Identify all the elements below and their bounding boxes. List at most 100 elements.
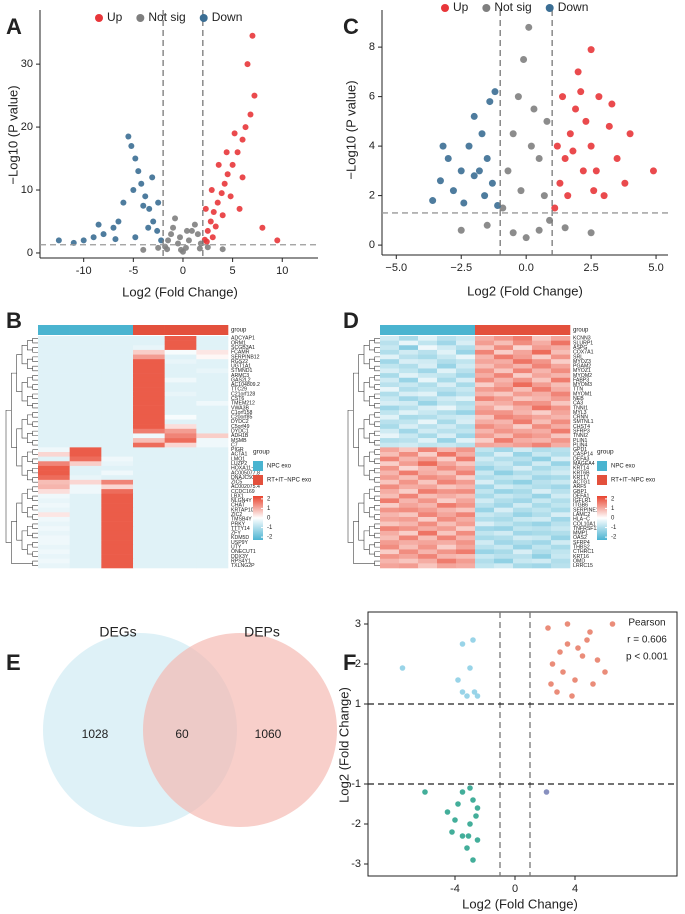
cell xyxy=(380,340,400,346)
cell xyxy=(494,396,514,402)
cell xyxy=(133,340,165,346)
row-label: PIGR xyxy=(231,447,244,453)
cell xyxy=(399,544,419,550)
cell xyxy=(38,554,70,560)
cell xyxy=(551,396,571,402)
cell xyxy=(475,447,495,453)
row-label: KDM5D xyxy=(231,535,249,541)
cell xyxy=(418,433,438,439)
dendrogram xyxy=(369,433,375,444)
colorbar-label: -1 xyxy=(267,525,273,531)
point xyxy=(209,234,216,241)
point xyxy=(191,221,198,228)
cell xyxy=(38,400,70,406)
cell xyxy=(133,387,165,392)
cell xyxy=(380,442,400,448)
cell xyxy=(437,363,457,369)
group-bar xyxy=(133,325,165,335)
cell xyxy=(551,554,571,560)
cell xyxy=(513,349,533,355)
legend-label: Down xyxy=(212,10,243,24)
cell xyxy=(164,405,197,411)
cell xyxy=(38,377,70,383)
cell xyxy=(513,526,533,532)
dendrogram xyxy=(32,338,38,344)
dendrogram xyxy=(358,428,364,467)
point xyxy=(594,657,601,663)
dendrogram xyxy=(374,486,380,492)
row-label: MYL3 xyxy=(573,410,587,416)
point xyxy=(626,130,634,138)
cell xyxy=(532,526,552,532)
cell xyxy=(456,414,476,420)
cell xyxy=(551,391,571,397)
cell xyxy=(38,410,70,416)
cell xyxy=(494,521,514,527)
point xyxy=(444,154,452,162)
cell xyxy=(133,400,165,406)
cell xyxy=(551,349,571,355)
cell xyxy=(456,433,476,439)
row-label: COL10A1 xyxy=(573,521,596,527)
dendrogram xyxy=(363,456,370,476)
cell xyxy=(196,400,229,406)
cell xyxy=(418,516,438,522)
cell xyxy=(456,493,476,499)
point xyxy=(600,192,608,200)
cell xyxy=(551,363,571,369)
cell xyxy=(380,359,400,365)
dendrogram xyxy=(347,409,354,543)
point xyxy=(457,167,465,175)
cell xyxy=(551,512,571,518)
cell xyxy=(437,507,457,513)
row-label: ACTG1 xyxy=(573,480,590,486)
point xyxy=(154,227,161,234)
cell xyxy=(494,461,514,467)
row-label: ZFY xyxy=(231,531,241,537)
cell xyxy=(475,489,495,495)
cell xyxy=(513,400,533,406)
cell xyxy=(551,419,571,425)
cell xyxy=(38,470,70,476)
cell xyxy=(38,368,70,374)
cell xyxy=(69,493,102,499)
venn-set xyxy=(143,633,337,827)
cell xyxy=(196,373,229,379)
y-tick-label: 0 xyxy=(27,247,33,259)
cell xyxy=(101,549,134,555)
point xyxy=(488,179,496,187)
dendrogram xyxy=(27,358,33,369)
cell xyxy=(196,419,229,425)
cell xyxy=(551,456,571,462)
cell xyxy=(399,516,419,522)
cell xyxy=(380,563,400,569)
cell xyxy=(196,349,229,355)
point xyxy=(176,234,183,241)
cell xyxy=(196,336,229,341)
cell xyxy=(101,382,134,388)
cell xyxy=(551,452,571,457)
cell xyxy=(513,470,533,476)
dendrogram xyxy=(32,347,38,353)
row-label: SLURP1 xyxy=(573,340,593,346)
cell xyxy=(418,484,438,490)
cell xyxy=(551,414,571,420)
cell xyxy=(456,479,476,485)
cell xyxy=(456,530,476,536)
row-label: KRT17 xyxy=(573,475,589,481)
cell xyxy=(38,498,70,504)
cell xyxy=(456,484,476,490)
cell xyxy=(532,391,552,397)
cell xyxy=(513,438,533,444)
row-label: C7 xyxy=(231,442,238,448)
cell xyxy=(69,563,102,569)
cell xyxy=(69,535,102,541)
cell xyxy=(164,396,197,402)
legend-swatch xyxy=(253,461,263,471)
point xyxy=(613,154,621,162)
point xyxy=(259,224,266,231)
row-label: C21orf128 xyxy=(231,391,255,397)
point xyxy=(478,130,486,138)
point xyxy=(196,245,203,252)
point xyxy=(464,693,470,699)
